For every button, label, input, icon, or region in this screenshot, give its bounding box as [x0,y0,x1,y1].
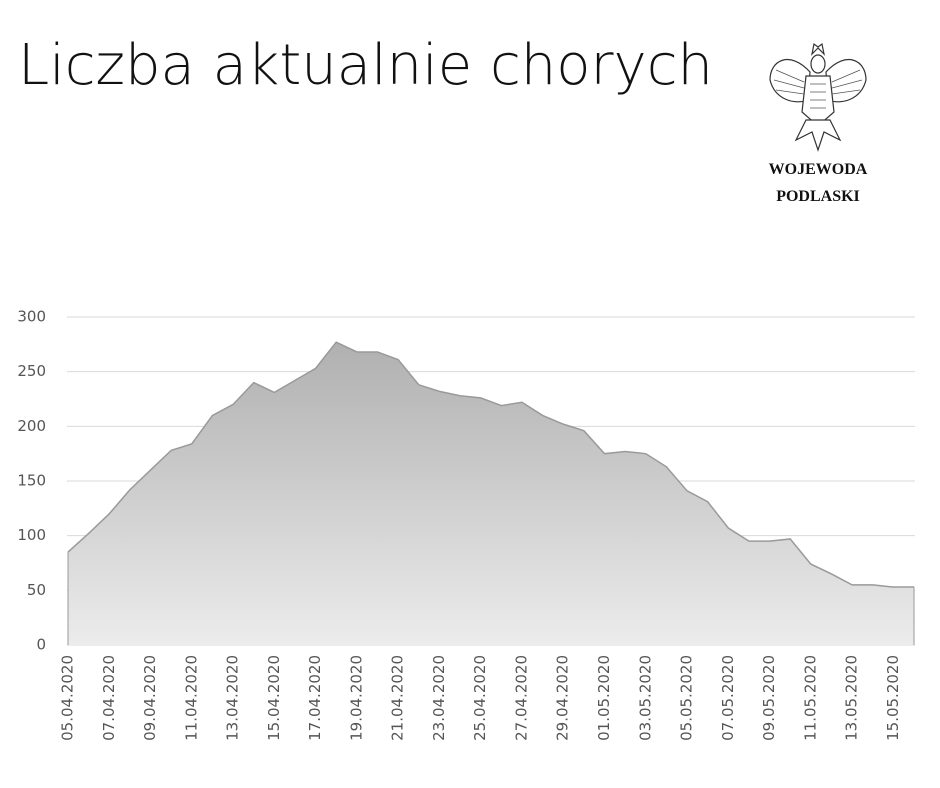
x-tick-label: 09.04.2020 [141,655,159,741]
x-tick-label: 15.05.2020 [884,655,902,741]
x-tick-label: 25.04.2020 [471,655,489,741]
x-tick-label: 19.04.2020 [347,655,365,741]
logo-text: WOJEWODA [769,161,868,178]
y-tick-label: 300 [17,308,46,326]
x-tick-label: 21.04.2020 [389,655,407,741]
x-tick-label: 29.04.2020 [554,655,572,741]
logo: WOJEWODA PODLASKI [769,42,868,205]
y-tick-label: 250 [17,362,46,380]
x-tick-label: 23.04.2020 [430,655,448,741]
x-tick-label: 11.05.2020 [801,655,819,741]
x-tick-label: 05.05.2020 [678,655,696,741]
y-tick-label: 50 [27,581,46,599]
y-tick-label: 100 [17,526,46,544]
x-tick-label: 27.04.2020 [512,655,530,741]
x-tick-label: 09.05.2020 [760,655,778,741]
chart-title: Liczba aktualnie chorych [18,33,713,98]
x-tick-label: 17.04.2020 [306,655,324,741]
x-tick-label: 01.05.2020 [595,655,613,741]
x-tick-label: 11.04.2020 [182,655,200,741]
y-tick-label: 0 [36,636,46,654]
y-tick-label: 200 [17,417,46,435]
logo-text: PODLASKI [776,188,860,205]
x-tick-label: 07.04.2020 [100,655,118,741]
x-tick-label: 15.04.2020 [265,655,283,741]
x-tick-label: 03.05.2020 [636,655,654,741]
x-tick-label: 13.04.2020 [224,655,242,741]
area-line [67,341,914,588]
y-tick-label: 150 [17,472,46,490]
area [68,342,914,645]
x-tick-label: 05.04.2020 [59,655,77,741]
x-tick-label: 07.05.2020 [719,655,737,741]
x-tick-label: 13.05.2020 [843,655,861,741]
